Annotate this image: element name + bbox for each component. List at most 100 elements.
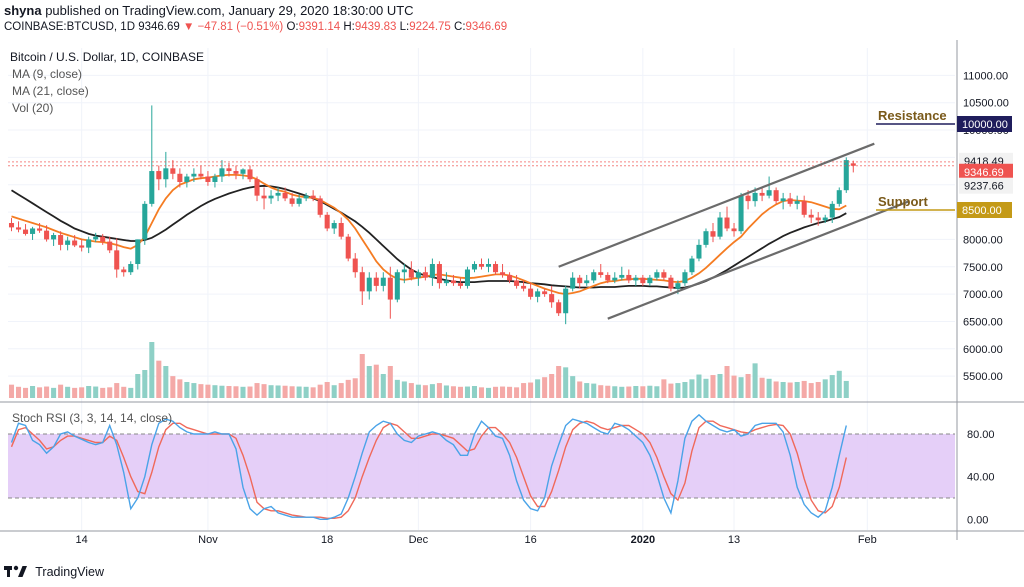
footer: TradingView [4,564,104,584]
volume-bar [219,385,225,398]
volume-bar [163,366,169,398]
channel-upper-line [558,142,875,268]
price-tick-label: 6500.00 [963,316,1003,328]
candle-body [177,173,183,182]
candle-body [738,195,744,232]
tradingview-logo-icon[interactable] [4,564,28,581]
time-tick-label: 16 [524,534,536,546]
candle-body [689,258,695,273]
ma21-line [11,184,847,290]
candle-body [745,195,751,202]
candle-body [79,245,85,248]
volume-bar [100,387,106,398]
volume-bar [696,374,702,398]
volume-bar [633,386,639,398]
candle-body [570,277,576,289]
volume-bar [563,367,569,398]
candle-body [219,168,225,177]
candle-body [282,192,288,199]
candle-body [668,277,674,289]
price-tick-label: 5500.00 [963,371,1003,383]
candle-body [500,272,506,275]
legend-ma21[interactable]: MA (21, close) [12,84,89,98]
candle-body [759,192,765,196]
resistance-label: Resistance [878,108,947,123]
volume-bar [612,386,618,398]
legend-stoch-rsi[interactable]: Stoch RSI (3, 3, 14, 14, close) [12,411,172,425]
candle-body [114,250,120,270]
candle-body [310,195,316,199]
legend-title[interactable]: Bitcoin / U.S. Dollar, 1D, COINBASE [10,50,204,64]
candle-body [598,272,604,275]
candle-body [275,192,281,196]
volume-bar [289,386,295,398]
candle-body [577,277,583,284]
volume-bar [128,387,134,398]
volume-bar [331,385,337,398]
candle-body [352,258,358,273]
volume-bar [773,381,779,398]
stoch-rsi-zone [8,434,955,498]
volume-bar [514,387,520,398]
candle-body [205,176,211,182]
price-chart[interactable]: 5500.00 6000.00 6500.00 7000.00 7500.00 8000.… [0,40,1024,562]
channel-lines[interactable] [558,142,910,320]
legend-vol[interactable]: Vol (20) [12,101,53,115]
volume-bar [822,379,828,398]
volume-bar [296,386,302,398]
price-change: −47.81 (−0.51%) [197,21,284,33]
candle-body [654,272,660,278]
low-value: 9224.75 [409,21,451,33]
volume-bar [254,383,260,398]
volume-bar [198,384,204,398]
candle-body [93,236,99,240]
volume-bar [23,387,29,398]
price-tick-label: 10500.00 [963,98,1009,110]
volume-bar [724,366,730,398]
volume-bar [338,383,344,398]
legend-ma9[interactable]: MA (9, close) [12,67,82,81]
candle-body [366,277,372,292]
volume-bar [801,380,807,398]
candle-body [261,195,267,199]
candle-body [836,190,842,204]
volume-bar [640,386,646,398]
open-label: O: [286,21,299,33]
brand-name[interactable]: TradingView [35,564,105,579]
candles [8,105,955,325]
resistance-price: 10000.00 [962,119,1008,131]
volume-bar [121,386,127,398]
candle-body [289,198,295,204]
volume-bar [422,385,428,398]
volume-bar [30,386,36,398]
high-label: H: [343,21,355,33]
symbol-label[interactable]: COINBASE:BTCUSD, 1D [4,21,135,33]
volume-bar [415,384,421,398]
candle-body [240,169,246,174]
candle-body [128,264,134,273]
price-tick-label: 6000.00 [963,344,1003,356]
volume-bar [366,366,372,398]
candle-body [135,239,141,265]
candle-body [850,163,856,166]
candle-body [549,294,555,303]
volume-bar [205,384,211,398]
candle-body [387,277,393,300]
volume-bar [15,386,22,398]
volume-bar [457,386,463,398]
candle-body [380,277,386,286]
candle-body [436,264,442,284]
volume-bar [493,386,499,398]
stoch-rsi-band [8,433,955,499]
candle-body [296,198,302,204]
candle-body [198,173,204,177]
price-tick-label: 7000.00 [963,289,1003,301]
candle-body [121,269,127,273]
candle-body [359,272,365,292]
channel-lower-line [607,200,910,320]
volume-bar [703,378,709,398]
candle-body [247,169,253,180]
volume-bar [436,383,442,398]
publisher-name[interactable]: shyna [4,3,42,18]
volume-bar [79,387,85,398]
